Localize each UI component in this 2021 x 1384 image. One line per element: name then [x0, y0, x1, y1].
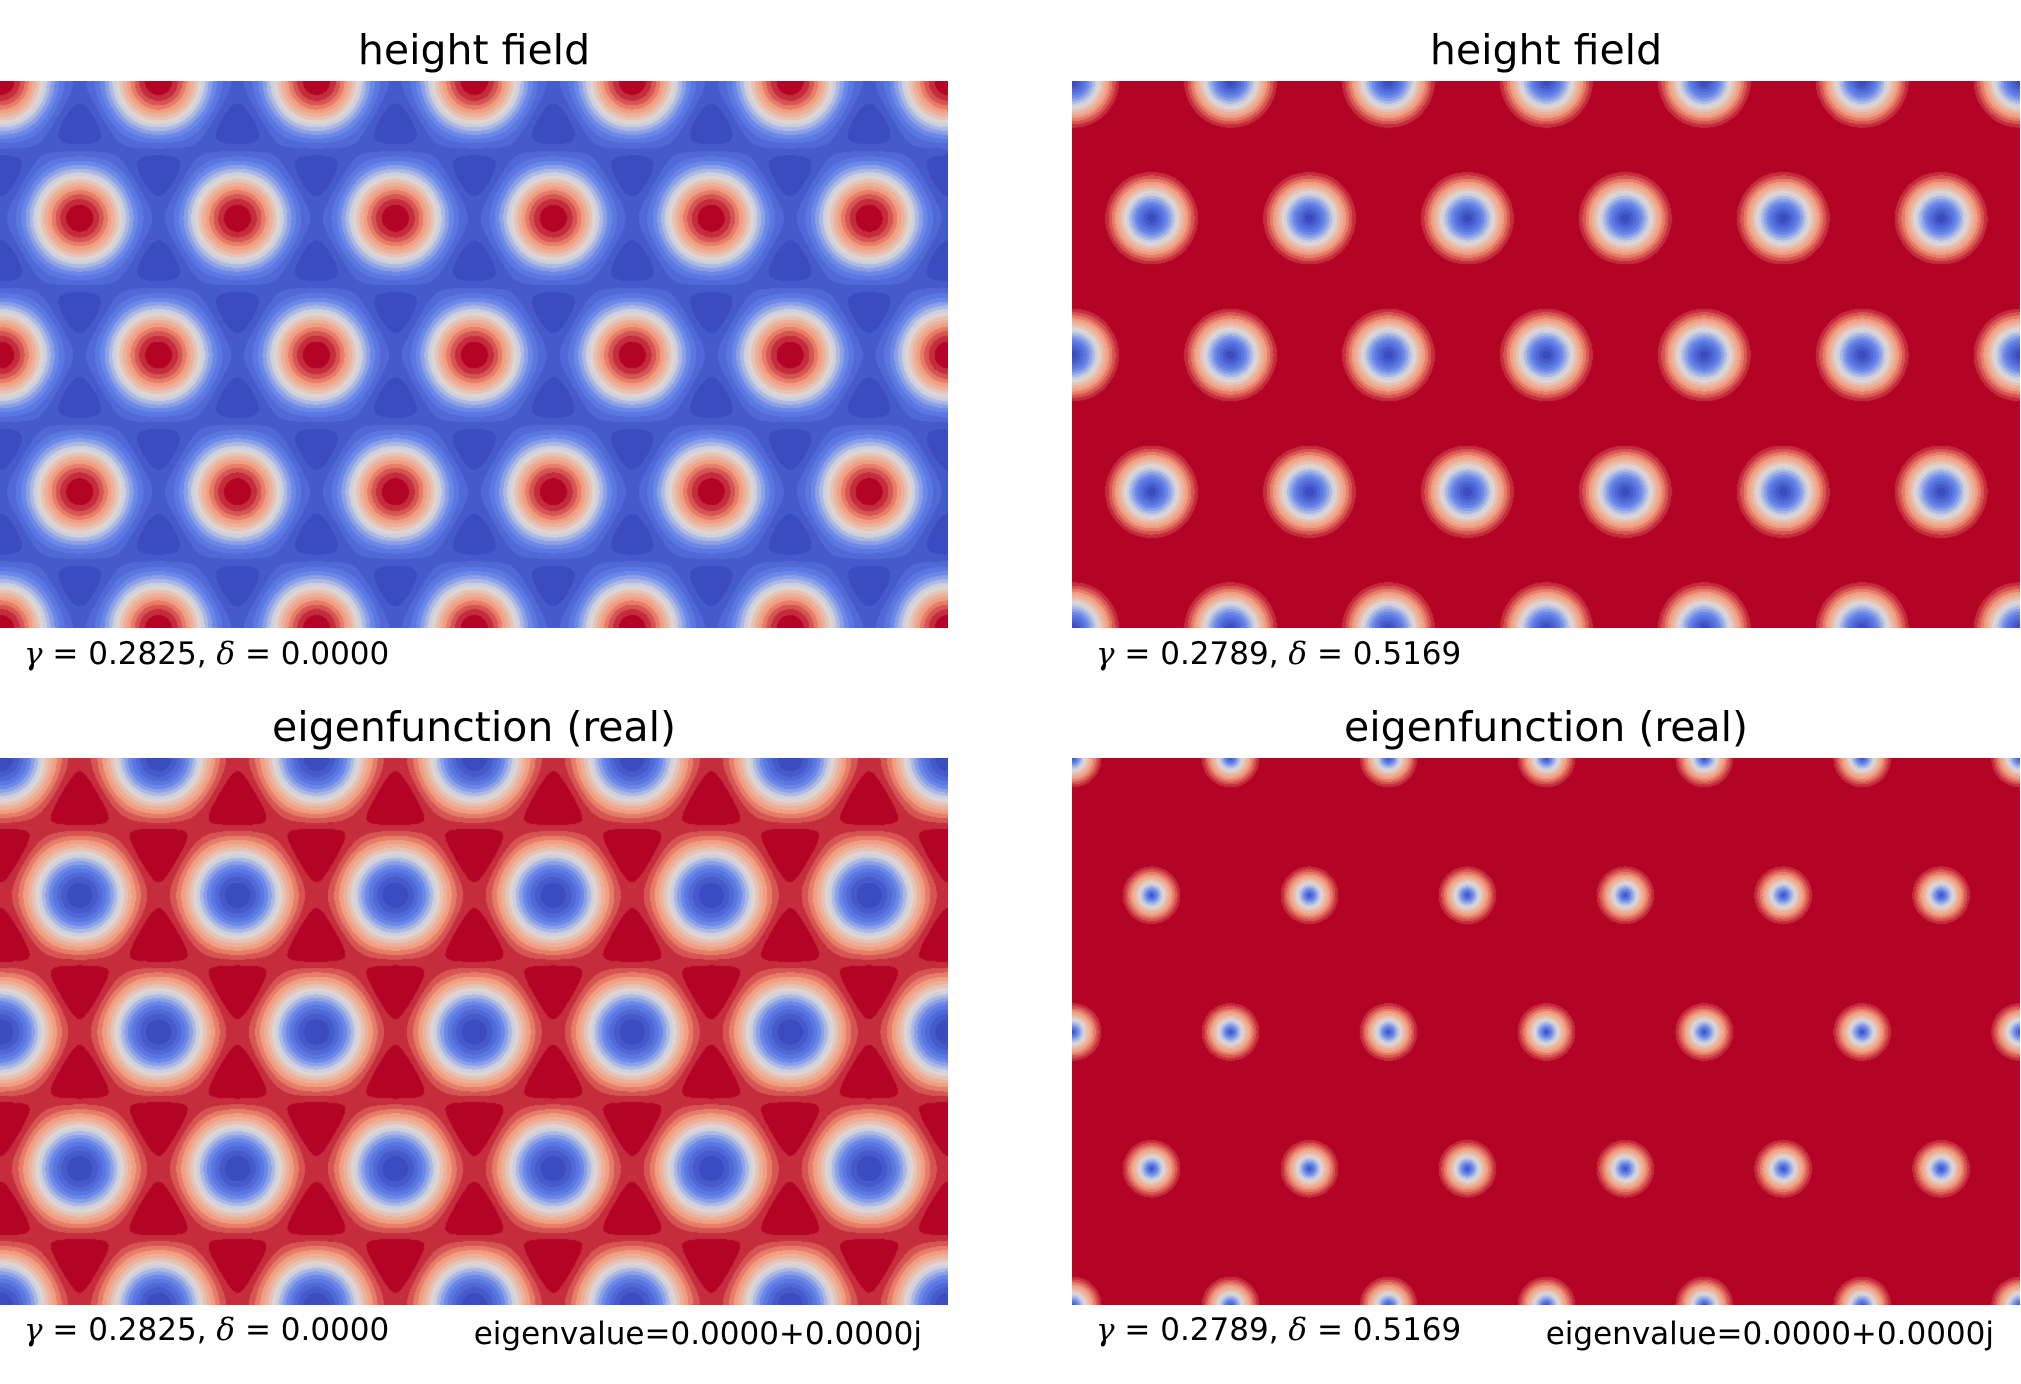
params-label-eig-right: γ = 0.2789, δ = 0.5169 — [1096, 1312, 1462, 1348]
height-field-plot-right — [1072, 81, 2020, 628]
delta-value: 0.0000 — [280, 636, 390, 672]
params-label-right: γ = 0.2789, δ = 0.5169 — [1096, 636, 1462, 672]
gamma-value: 0.2825 — [88, 1312, 197, 1348]
panel-title-eigenfunction-right: eigenfunction (real) — [1343, 703, 1749, 751]
height-field-plot-left — [0, 81, 948, 628]
gamma-value: 0.2825 — [88, 636, 197, 672]
panel-title-height-field-left: height field — [357, 26, 591, 74]
panel-title-eigenfunction-left: eigenfunction (real) — [271, 703, 677, 751]
eigenfunction-plot-left — [0, 758, 948, 1305]
eigenfunction-plot-right — [1072, 758, 2020, 1305]
gamma-value: 0.2789 — [1160, 636, 1269, 672]
delta-value: 0.0000 — [280, 1312, 390, 1348]
delta-value: 0.5169 — [1352, 636, 1462, 672]
eigenvalue-label-right: eigenvalue=0.0000+0.0000j — [1545, 1316, 1994, 1352]
params-label-eig-left: γ = 0.2825, δ = 0.0000 — [24, 1312, 390, 1348]
params-label-left: γ = 0.2825, δ = 0.0000 — [24, 636, 390, 672]
delta-value: 0.5169 — [1352, 1312, 1462, 1348]
eigenvalue-label-left: eigenvalue=0.0000+0.0000j — [473, 1316, 922, 1352]
gamma-value: 0.2789 — [1160, 1312, 1269, 1348]
panel-title-height-field-right: height field — [1429, 26, 1663, 74]
